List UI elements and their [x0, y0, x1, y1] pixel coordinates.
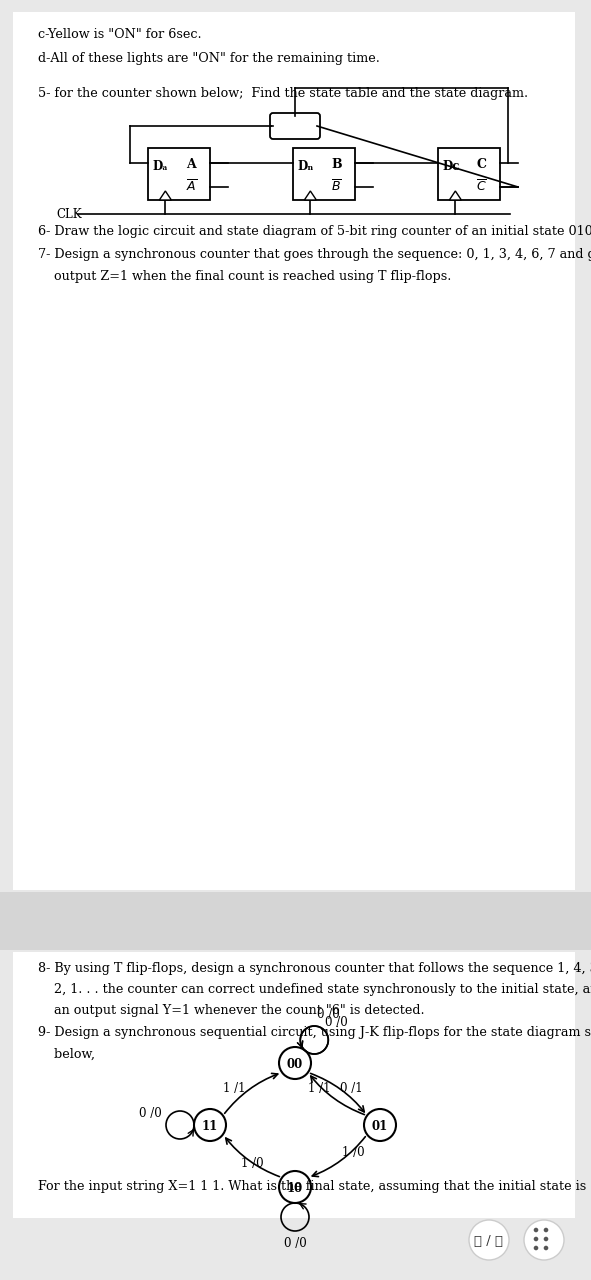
Text: 0 /0: 0 /0 [284, 1236, 306, 1251]
Text: 10: 10 [287, 1181, 303, 1194]
Text: A: A [186, 159, 196, 172]
Text: 0 /0: 0 /0 [139, 1107, 161, 1120]
FancyBboxPatch shape [148, 148, 210, 200]
Text: 00: 00 [287, 1057, 303, 1070]
FancyBboxPatch shape [13, 952, 575, 1219]
Text: 6- Draw the logic circuit and state diagram of 5-bit ring counter of an initial : 6- Draw the logic circuit and state diag… [38, 225, 591, 238]
Text: 0 /0: 0 /0 [325, 1016, 348, 1029]
Text: c-Yellow is "ON" for 6sec.: c-Yellow is "ON" for 6sec. [38, 28, 202, 41]
Text: ۲ / ۲: ۲ / ۲ [475, 1235, 504, 1248]
Circle shape [534, 1236, 538, 1242]
Text: 8- By using T flip-flops, design a synchronous counter that follows the sequence: 8- By using T flip-flops, design a synch… [38, 963, 591, 975]
Text: 01: 01 [372, 1120, 388, 1133]
Circle shape [364, 1108, 396, 1140]
FancyBboxPatch shape [0, 892, 591, 950]
Circle shape [279, 1047, 311, 1079]
Circle shape [279, 1171, 311, 1203]
Text: $\overline{C}$: $\overline{C}$ [476, 179, 487, 195]
Text: $\overline{B}$: $\overline{B}$ [332, 179, 342, 195]
Polygon shape [304, 191, 316, 200]
Circle shape [544, 1228, 548, 1233]
Text: output Z=1 when the final count is reached using T flip-flops.: output Z=1 when the final count is reach… [38, 270, 452, 283]
Text: 2, 1. . . the counter can correct undefined state synchronously to the initial s: 2, 1. . . the counter can correct undefi… [38, 983, 591, 996]
Text: 1 /0: 1 /0 [342, 1146, 365, 1158]
Text: 11: 11 [202, 1120, 218, 1133]
Text: below,: below, [38, 1048, 95, 1061]
Text: 0 /1: 0 /1 [340, 1082, 363, 1094]
Text: d-All of these lights are "ON" for the remaining time.: d-All of these lights are "ON" for the r… [38, 52, 380, 65]
Text: an output signal Y=1 whenever the count "6" is detected.: an output signal Y=1 whenever the count … [38, 1004, 424, 1018]
Text: C: C [476, 159, 486, 172]
FancyBboxPatch shape [293, 148, 355, 200]
Circle shape [469, 1220, 509, 1260]
Circle shape [194, 1108, 226, 1140]
Text: 0 /0: 0 /0 [317, 1009, 340, 1021]
Circle shape [544, 1236, 548, 1242]
FancyBboxPatch shape [270, 113, 320, 140]
Circle shape [544, 1245, 548, 1251]
Text: Dₙ: Dₙ [297, 160, 313, 173]
Text: Dᴄ: Dᴄ [442, 160, 459, 173]
Text: For the input string X=1 1 1. What is the final state, assuming that the initial: For the input string X=1 1 1. What is th… [38, 1180, 591, 1193]
Polygon shape [449, 191, 462, 200]
Text: Dₐ: Dₐ [152, 160, 168, 173]
Text: 1 /1: 1 /1 [223, 1082, 246, 1094]
Text: $\overline{A}$: $\overline{A}$ [186, 179, 197, 195]
Text: B: B [332, 159, 342, 172]
Text: 5- for the counter shown below;  Find the state table and the state diagram.: 5- for the counter shown below; Find the… [38, 87, 528, 100]
Polygon shape [160, 191, 171, 200]
Circle shape [524, 1220, 564, 1260]
FancyBboxPatch shape [13, 12, 575, 890]
Text: 1 /1: 1 /1 [309, 1082, 331, 1094]
Circle shape [534, 1245, 538, 1251]
Circle shape [534, 1228, 538, 1233]
Text: 7- Design a synchronous counter that goes through the sequence: 0, 1, 3, 4, 6, 7: 7- Design a synchronous counter that goe… [38, 248, 591, 261]
FancyBboxPatch shape [438, 148, 500, 200]
Text: 9- Design a synchronous sequential circuit, using J-K flip-flops for the state d: 9- Design a synchronous sequential circu… [38, 1027, 591, 1039]
Text: 1 /0: 1 /0 [241, 1157, 264, 1170]
Text: CLK: CLK [56, 207, 82, 221]
